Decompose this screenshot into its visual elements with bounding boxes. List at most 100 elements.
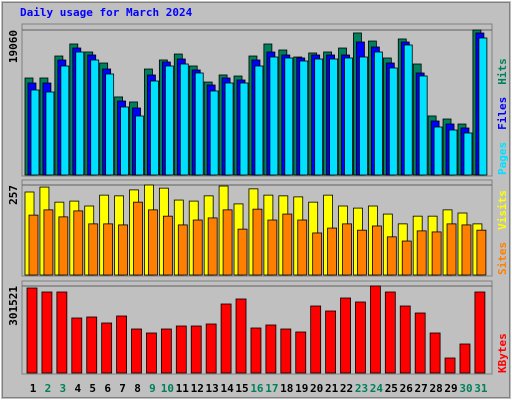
bar [269, 56, 279, 176]
bar [207, 217, 218, 276]
x-tick-label: 15 [235, 382, 248, 395]
bar [164, 65, 174, 176]
x-tick-label: 3 [60, 382, 67, 395]
bar [414, 312, 426, 374]
bar [340, 297, 351, 374]
bar [162, 215, 173, 276]
x-tick-label: 17 [265, 382, 278, 395]
x-tick-label: 4 [74, 382, 81, 395]
legend: Sites Visits [496, 190, 509, 275]
bar [476, 229, 487, 276]
bar [474, 291, 486, 374]
bar [45, 91, 55, 176]
x-tick-label: 7 [119, 382, 126, 395]
bar [222, 209, 233, 276]
bar [312, 232, 323, 276]
bar [299, 60, 309, 176]
bar [344, 57, 353, 176]
x-tick-label: 9 [149, 382, 156, 395]
bar [179, 63, 189, 176]
bar [359, 56, 368, 176]
bar [209, 90, 219, 176]
bar [401, 240, 412, 276]
bar [250, 327, 262, 374]
bar [26, 287, 38, 374]
bar [252, 208, 263, 276]
bar [342, 223, 352, 276]
bar [373, 51, 383, 176]
legend-entry: Visits [496, 190, 509, 230]
bar [60, 65, 70, 176]
bar [177, 224, 188, 276]
bar [325, 310, 337, 374]
legend: Pages Files Hits [496, 58, 509, 175]
bar [478, 37, 488, 176]
bar [282, 213, 293, 276]
bar [133, 201, 143, 276]
x-tick-label: 13 [206, 382, 219, 395]
bar [90, 59, 100, 176]
bar [220, 303, 232, 374]
bar [297, 219, 308, 276]
bar [254, 65, 264, 176]
x-tick-label: 11 [176, 382, 190, 395]
bar [131, 328, 142, 374]
bar [175, 325, 187, 374]
x-tick-label: 19 [295, 382, 308, 395]
bar [369, 285, 381, 374]
bar [459, 343, 471, 374]
bar [118, 224, 128, 276]
x-tick-label: 5 [89, 382, 96, 395]
bar [190, 325, 202, 374]
bar [194, 72, 204, 176]
y-tick-label: 257 [7, 185, 20, 205]
bar [43, 209, 54, 276]
bar [86, 316, 98, 374]
bar [463, 132, 473, 176]
bar [384, 291, 396, 374]
bar [448, 129, 458, 176]
bar [73, 210, 84, 276]
x-tick-label: 26 [400, 382, 414, 395]
bar [418, 75, 428, 176]
x-tick-label: 30 [459, 382, 472, 395]
bar [416, 230, 427, 276]
x-tick-label: 29 [444, 382, 457, 395]
x-tick-label: 24 [370, 382, 384, 395]
legend-entry: KBytes [496, 333, 509, 373]
bar [403, 44, 413, 176]
chart-title: Daily usage for March 2024 [20, 6, 193, 19]
bar [30, 89, 40, 176]
bar [399, 305, 411, 374]
bar [88, 223, 99, 276]
x-tick-label: 16 [250, 382, 264, 395]
legend-entry: Files [496, 97, 509, 130]
bar [41, 291, 53, 374]
bar [357, 229, 367, 276]
bar [224, 82, 234, 176]
bar [235, 298, 247, 374]
bar [295, 331, 307, 374]
bar [237, 228, 248, 276]
legend-entry: Hits [496, 58, 509, 85]
legend: KBytes [496, 333, 509, 373]
bar [28, 214, 39, 276]
x-tick-label: 6 [104, 382, 111, 395]
bar [329, 58, 339, 176]
bar [461, 224, 472, 276]
x-tick-label: 18 [280, 382, 293, 395]
x-tick-label: 23 [355, 382, 368, 395]
x-tick-label: 10 [161, 382, 174, 395]
bar [146, 332, 157, 374]
x-tick-label: 12 [191, 382, 204, 395]
bar [284, 57, 294, 176]
bar [433, 126, 443, 176]
x-tick-label: 14 [220, 382, 234, 395]
bar [327, 227, 338, 276]
x-tick-label: 21 [325, 382, 339, 395]
bar [314, 58, 324, 176]
bar [116, 315, 127, 374]
bar [446, 223, 457, 276]
